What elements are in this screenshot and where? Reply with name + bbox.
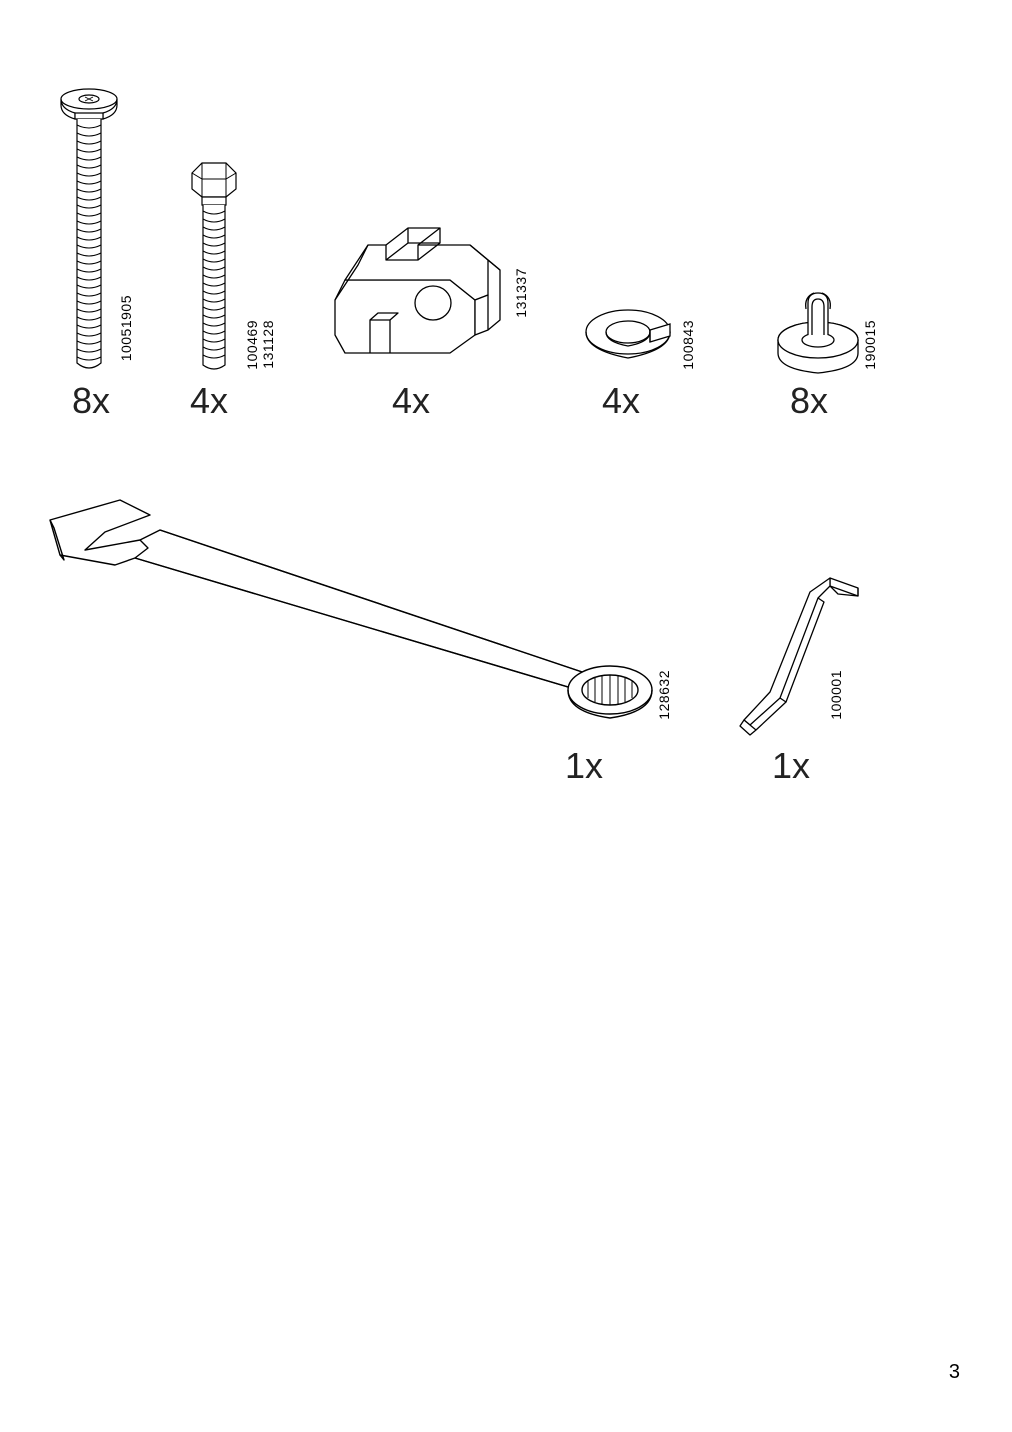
part-bracket [320,225,510,375]
part-wrench [40,480,660,740]
part-bolt-hex [180,155,250,375]
page-number: 3 [949,1361,960,1384]
qty-washer-lock: 4x [602,380,640,422]
qty-allen-key: 1x [772,745,810,787]
part-allen-key [730,570,870,740]
qty-bolt-hex: 4x [190,380,228,422]
part-id-bolt-hex-1: 100469 [244,320,260,370]
part-id-allen-key: 100001 [828,670,844,720]
part-id-bolt-hex-2: 131128 [260,320,276,369]
part-id-wrench: 128632 [656,670,672,720]
qty-wrench: 1x [565,745,603,787]
part-id-washer-lock: 100843 [680,320,696,370]
part-washer-lock [580,300,680,380]
assembly-parts-page: 10051905 8x 100469 131128 4x [0,0,1012,1432]
qty-screw-long: 8x [72,380,110,422]
part-foot-glide [770,285,870,380]
part-screw-long [55,85,125,375]
part-id-screw-long: 10051905 [118,295,134,361]
part-id-bracket: 131337 [513,268,529,318]
qty-foot-glide: 8x [790,380,828,422]
qty-bracket: 4x [392,380,430,422]
part-id-foot-glide: 190015 [862,320,878,370]
